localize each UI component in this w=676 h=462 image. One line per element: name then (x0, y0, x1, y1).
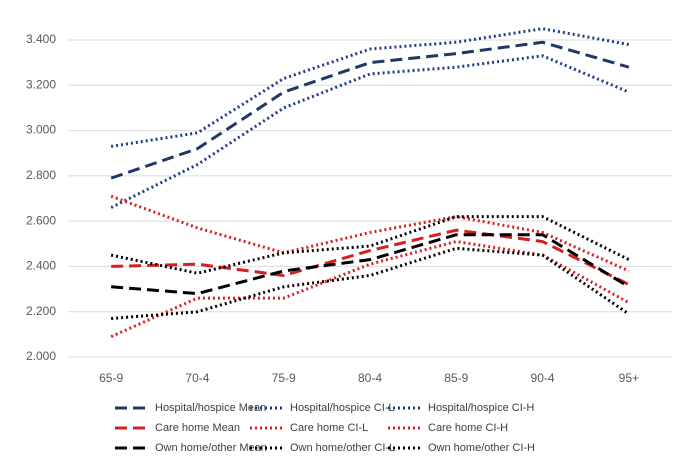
series-line (111, 233, 630, 296)
y-tick-label: 2.400 (26, 259, 56, 273)
legend-label: Care home Mean (155, 422, 240, 434)
series-line (110, 215, 630, 275)
y-tick-label: 3.200 (26, 77, 56, 91)
series-line (110, 40, 630, 180)
legend-label: Own home/other CI-H (428, 442, 535, 454)
series-line (111, 228, 630, 286)
legend-label: Hospital/hospice CI-L (290, 402, 395, 414)
legend-label: Hospital/hospice CI-H (428, 402, 534, 414)
series-line (110, 194, 630, 273)
x-tick-label: 95+ (619, 371, 639, 385)
y-tick-label: 2.000 (26, 349, 56, 363)
y-tick-label: 3.400 (26, 32, 56, 46)
legend-label: Own home/other CI-L (290, 442, 395, 454)
legend-label: Own home/other Mean (155, 442, 267, 454)
x-tick-label: 80-4 (358, 371, 382, 385)
series-line (110, 27, 630, 148)
x-tick-label: 85-9 (444, 371, 468, 385)
legend-label: Care home CI-H (428, 422, 508, 434)
series-line (110, 54, 630, 209)
legend-label: Care home CI-L (290, 422, 368, 434)
x-tick-label: 65-9 (99, 371, 123, 385)
y-tick-label: 2.600 (26, 213, 56, 227)
legend-label: Hospital/hospice Mean (155, 402, 266, 414)
series-line (110, 239, 630, 338)
y-tick-label: 2.200 (26, 304, 56, 318)
y-tick-label: 2.800 (26, 168, 56, 182)
x-tick-label: 70-4 (185, 371, 209, 385)
y-tick-label: 3.000 (26, 123, 56, 137)
series-line (111, 246, 630, 321)
x-tick-label: 75-9 (272, 371, 296, 385)
x-tick-label: 90-4 (531, 371, 555, 385)
